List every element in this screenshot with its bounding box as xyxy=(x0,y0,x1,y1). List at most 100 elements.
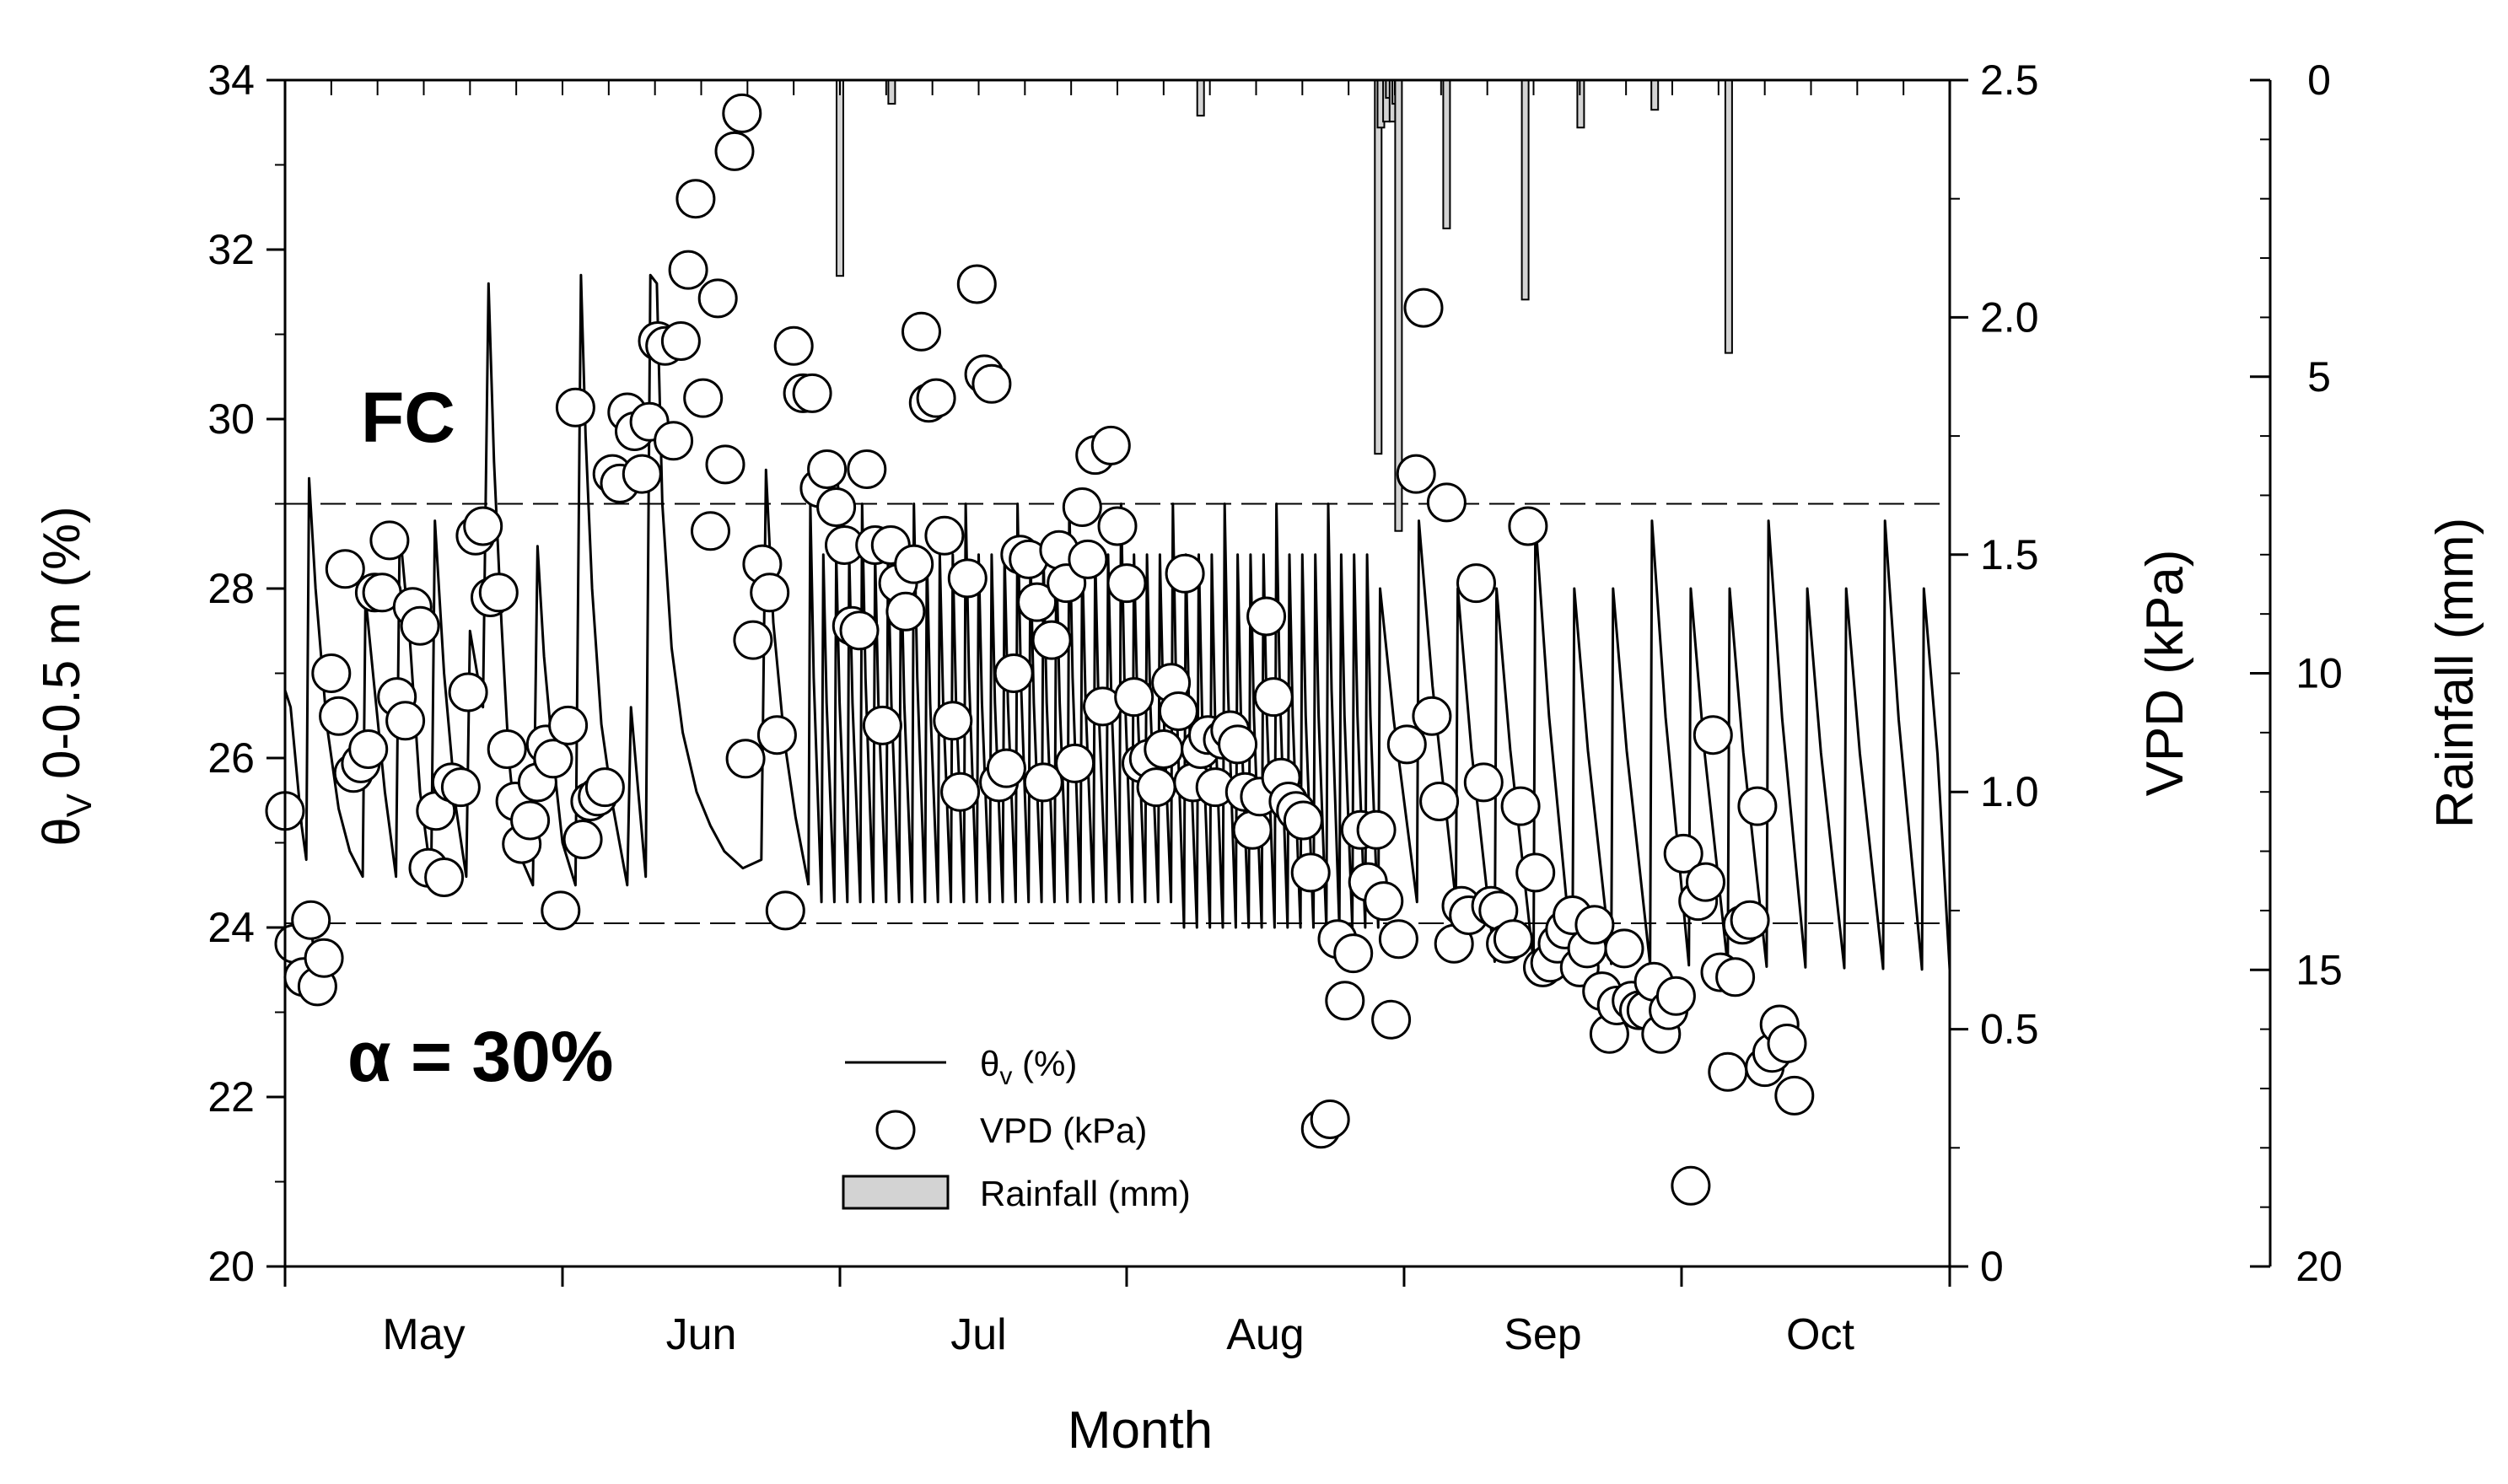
legend-theta-label: θv (%) xyxy=(980,1044,1077,1090)
month-label-jun: Jun xyxy=(666,1310,737,1359)
vpd-point xyxy=(1493,919,1533,960)
month-label-sep: Sep xyxy=(1504,1310,1582,1359)
vpd-point xyxy=(733,620,773,660)
vpd-point xyxy=(541,890,581,931)
vpd-point xyxy=(1253,677,1294,718)
vpd-point xyxy=(1136,767,1176,808)
vpd-point xyxy=(1403,288,1444,328)
vpd-point xyxy=(1412,696,1452,736)
vpd-point xyxy=(319,696,359,736)
vpd-point xyxy=(947,558,988,599)
vpd-point xyxy=(697,278,738,319)
vpd-point xyxy=(1767,1024,1807,1063)
vpd-point xyxy=(792,373,832,413)
rain-bar xyxy=(1374,79,1383,455)
rain-bar xyxy=(1576,79,1585,129)
vpd-point xyxy=(510,800,551,841)
vpd-point xyxy=(1574,905,1615,945)
rain-bar xyxy=(1650,79,1660,111)
vpd-point xyxy=(1144,729,1184,769)
vpd-point xyxy=(548,705,589,745)
vpd-point xyxy=(1158,691,1198,731)
month-label-jul: Jul xyxy=(950,1310,1006,1359)
vpd-point xyxy=(369,520,410,561)
vpd-point xyxy=(478,573,519,613)
y-axis-title-theta: θ xyxy=(33,817,91,846)
vpd-point xyxy=(622,454,662,494)
vpd-point xyxy=(1017,582,1058,622)
vpd-point xyxy=(862,705,902,745)
vpd-point xyxy=(901,311,941,352)
left-tick-label: 28 xyxy=(207,565,255,612)
vpd-point xyxy=(885,591,926,632)
rain-bar xyxy=(887,79,896,105)
vpd-point xyxy=(1655,976,1696,1016)
vpd-point xyxy=(971,363,1012,404)
vpd-point xyxy=(691,511,730,551)
month-label-aug: Aug xyxy=(1226,1310,1305,1359)
month-label-may: May xyxy=(382,1310,465,1359)
rain-tick-label: 5 xyxy=(2307,353,2331,401)
vpd-point xyxy=(487,729,527,769)
rain-tick-label: 10 xyxy=(2295,650,2343,697)
vpd-point xyxy=(1232,809,1273,850)
vpd-point xyxy=(1290,852,1331,893)
vpd-point xyxy=(1310,1100,1350,1139)
vpd-point xyxy=(714,131,755,171)
vpd-point xyxy=(773,325,814,366)
left-tick-label: 26 xyxy=(207,734,255,782)
vpd-point xyxy=(584,767,625,808)
vpd-point xyxy=(1371,999,1412,1040)
vpd-tick-label: 0.5 xyxy=(1980,1006,2039,1053)
vpd-point xyxy=(424,858,465,897)
vpd-point xyxy=(562,820,603,859)
vpd-point xyxy=(448,672,488,712)
vpd-point xyxy=(1062,487,1102,527)
legend-rain-swatch xyxy=(842,1175,950,1210)
vpd-point xyxy=(1693,715,1733,755)
vpd-point xyxy=(722,93,762,133)
vpd-point xyxy=(725,739,766,779)
vpd-point xyxy=(1055,743,1095,783)
theta-line xyxy=(283,273,810,887)
rain-bar xyxy=(1520,79,1530,301)
vpd-point xyxy=(311,653,352,693)
vpd-point xyxy=(1708,1051,1748,1092)
fc-annotation: FC xyxy=(361,378,455,457)
y-axis-title-left: θV 0-0.5 m (%) xyxy=(33,506,99,847)
vpd-point xyxy=(1774,1075,1815,1116)
vpd-point xyxy=(1356,809,1397,850)
left-tick-label: 24 xyxy=(207,904,255,951)
legend-theta-rest: (%) xyxy=(1012,1044,1077,1083)
vpd-point xyxy=(705,444,745,485)
vpd-point xyxy=(1671,1165,1711,1206)
vpd-tick-label: 1.0 xyxy=(1980,768,2039,815)
vpd-point xyxy=(1508,506,1548,546)
vpd-point xyxy=(1456,563,1496,604)
vpd-point xyxy=(750,573,790,613)
vpd-point xyxy=(1023,762,1063,803)
legend-rain-label: Rainfall (mm) xyxy=(980,1174,1191,1213)
vpd-point xyxy=(400,605,440,646)
vpd-series xyxy=(265,93,1815,1206)
left-tick-label: 30 xyxy=(207,395,255,443)
vpd-point xyxy=(1500,786,1541,826)
vpd-point xyxy=(1737,786,1778,826)
vpd-tick-label: 2.5 xyxy=(1980,56,2039,104)
vpd-point xyxy=(291,900,331,940)
rain-bar xyxy=(836,79,844,277)
legend: θv (%) VPD (kPa) Rainfall (mm) xyxy=(842,1044,1191,1213)
vpd-point xyxy=(1396,454,1436,494)
vpd-point xyxy=(654,421,694,461)
vpd-point xyxy=(1090,425,1131,465)
theta-line-continued xyxy=(807,503,1951,971)
rain-tick-label: 20 xyxy=(2295,1243,2343,1290)
left-tick-label: 34 xyxy=(207,56,255,104)
axes: 20 22 24 26 28 30 32 34 0 0.5 1.0 1.5 2.0 2.5 0 5 10 15 20… xyxy=(207,56,2342,1359)
left-tick-label: 32 xyxy=(207,226,255,273)
vpd-point xyxy=(1283,800,1323,841)
vpd-point xyxy=(765,890,805,931)
vpd-point xyxy=(1106,563,1147,604)
vpd-point xyxy=(1730,900,1770,940)
